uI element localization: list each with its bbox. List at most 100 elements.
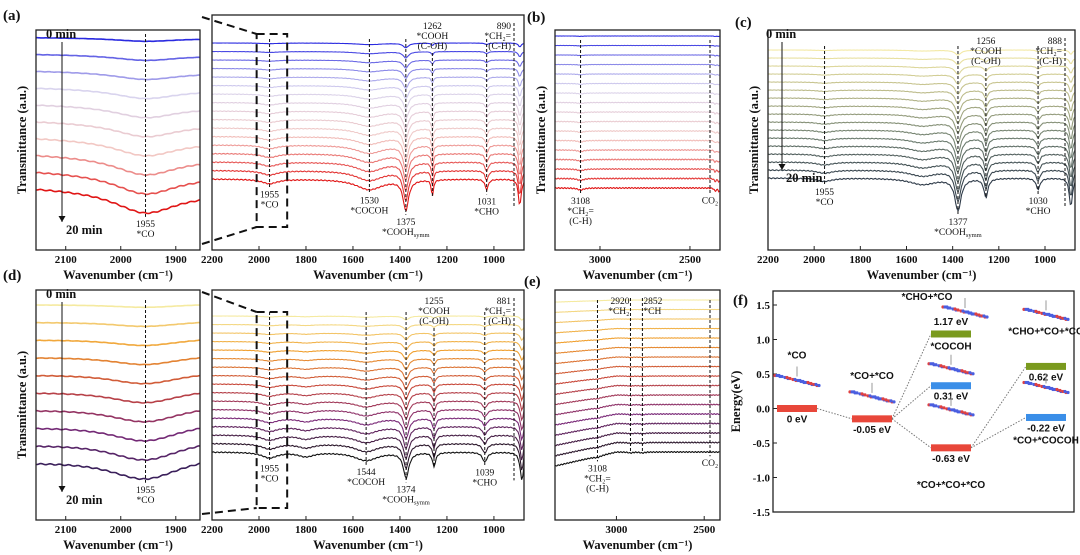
x-tick-label: 2100: [55, 254, 78, 266]
spectrum-curve: [555, 63, 720, 67]
y-tick-label: 1.0: [756, 335, 770, 347]
spectrum-curve: [554, 177, 720, 184]
time-start-label: 0 min: [766, 27, 796, 41]
peak-annotation: 3108: [588, 464, 607, 474]
atom: [1058, 315, 1062, 320]
axes-frame: [554, 289, 721, 521]
energy-value-label: -0.22 eV: [1027, 423, 1065, 434]
arrow-head-icon: [58, 216, 66, 222]
panel-label: (a): [3, 8, 21, 24]
spectrum-curve: [211, 408, 525, 432]
zoom-connector: [201, 226, 257, 245]
x-tick-label: 1200: [436, 524, 459, 536]
spectrum-curve: [554, 441, 720, 457]
time-end-label: 20 min: [66, 223, 103, 237]
spectrum-curve: [35, 154, 201, 177]
zoom-connector: [201, 507, 257, 515]
spectrum-curve: [36, 304, 200, 309]
atom: [1026, 307, 1030, 312]
energy-level-bar: [777, 405, 817, 412]
panel-0-spectra: 2100 2000 1900 Wavenumber (cm⁻¹) Transmittan…: [3, 8, 201, 282]
spectrum-curve: [35, 121, 201, 138]
spectrum-curve: [767, 177, 1076, 213]
atom: [873, 395, 877, 399]
atom: [1029, 381, 1033, 386]
pathway-link: [891, 333, 932, 420]
spectrum-curve: [35, 104, 201, 119]
spectrum-curve: [211, 374, 525, 392]
spectrum-curve: [35, 87, 201, 100]
atom: [892, 400, 896, 404]
x-tick-label: 3000: [589, 254, 612, 266]
x-tick-label: 1600: [895, 254, 918, 266]
spectrum-curve: [554, 403, 720, 416]
atom: [955, 409, 959, 413]
spectrum-curve: [767, 113, 1076, 135]
atom: [777, 373, 781, 378]
atom: [945, 305, 949, 309]
atom: [1066, 317, 1070, 322]
atom: [876, 396, 880, 400]
x-tick-label: 1400: [389, 254, 412, 266]
spectrum-curve: [211, 451, 525, 480]
spectrum-curve: [767, 121, 1076, 144]
peak-annotation: CO₂: [702, 459, 719, 469]
peak-annotation: 1256: [976, 37, 995, 47]
peak-annotation: *COOH: [417, 32, 449, 42]
atom: [931, 403, 935, 407]
spectrum-curve: [767, 65, 1076, 76]
peak-annotation: *CH₂=: [484, 307, 511, 317]
spectrum-curve: [211, 101, 525, 120]
peak-annotation: 1544: [357, 468, 376, 478]
spectrum-curve: [555, 450, 720, 467]
panel-label: (d): [3, 268, 21, 284]
spectrum-curve: [211, 357, 525, 371]
adsorbate-structure-icon: [941, 297, 989, 319]
atom: [947, 407, 951, 411]
arrow-head-icon: [58, 486, 66, 492]
peak-annotation: 1377: [948, 218, 967, 228]
peak-annotation: 1255: [425, 297, 444, 307]
spectrum-curve: [554, 44, 720, 47]
y-tick-label: 0.5: [756, 369, 770, 381]
spectrum-curve: [211, 323, 525, 332]
peak-annotation: 3108: [571, 197, 590, 207]
spectrum-curve: [211, 434, 525, 461]
x-tick-label: 1000: [483, 254, 506, 266]
peak-annotation: 1955: [136, 486, 155, 496]
atom: [1063, 389, 1067, 394]
adsorbate-structure-icon: [848, 382, 896, 404]
atom: [939, 364, 943, 368]
zoom-region-box: [255, 311, 289, 509]
peak-annotation: (C-H): [586, 483, 609, 494]
peak-annotation: 888: [1048, 37, 1063, 47]
peak-annotation: 1031: [477, 197, 496, 207]
peak-annotation: *CH₂: [608, 307, 629, 317]
x-tick-label: 1000: [1034, 254, 1057, 266]
spectrum-curve: [767, 49, 1076, 56]
atom: [1063, 316, 1067, 321]
x-tick-label: 2000: [248, 254, 271, 266]
atom: [1026, 380, 1030, 385]
peak-annotation: 1955: [260, 190, 279, 200]
panel-1-spectra: 2200 2000 1800 1600 1400 1200 1000 Wavenumber (…: [201, 14, 525, 282]
energy-diagram: 1.5 1.0 0.5 0.0 -0.5 -1.0 -1.5 Energy(eV) (f) 0 e…: [729, 290, 1080, 519]
spectrum-curve: [36, 321, 200, 328]
peak-annotation: CO₂: [702, 196, 719, 206]
subscript: symm: [414, 499, 430, 506]
spectrum-curve: [554, 318, 720, 324]
atom: [968, 412, 972, 416]
spectrum-curve: [554, 356, 720, 365]
atom: [809, 381, 813, 386]
atom: [971, 413, 975, 417]
y-axis-label: Transmittance (a.u.): [15, 351, 29, 459]
x-tick-label: 1400: [942, 254, 965, 266]
spectrum-curve: [767, 97, 1076, 115]
atom: [884, 398, 888, 402]
state-label: *CO+*CO+*CO: [917, 480, 986, 491]
peak-annotation: (C-H): [488, 41, 511, 52]
spectrum-curve: [212, 59, 525, 69]
panel-2-spectra: 3000 2500 Wavenumber (cm⁻¹) Transmittance (…: [527, 10, 721, 282]
atom: [956, 308, 960, 312]
peak-annotation: *CO: [137, 230, 155, 240]
